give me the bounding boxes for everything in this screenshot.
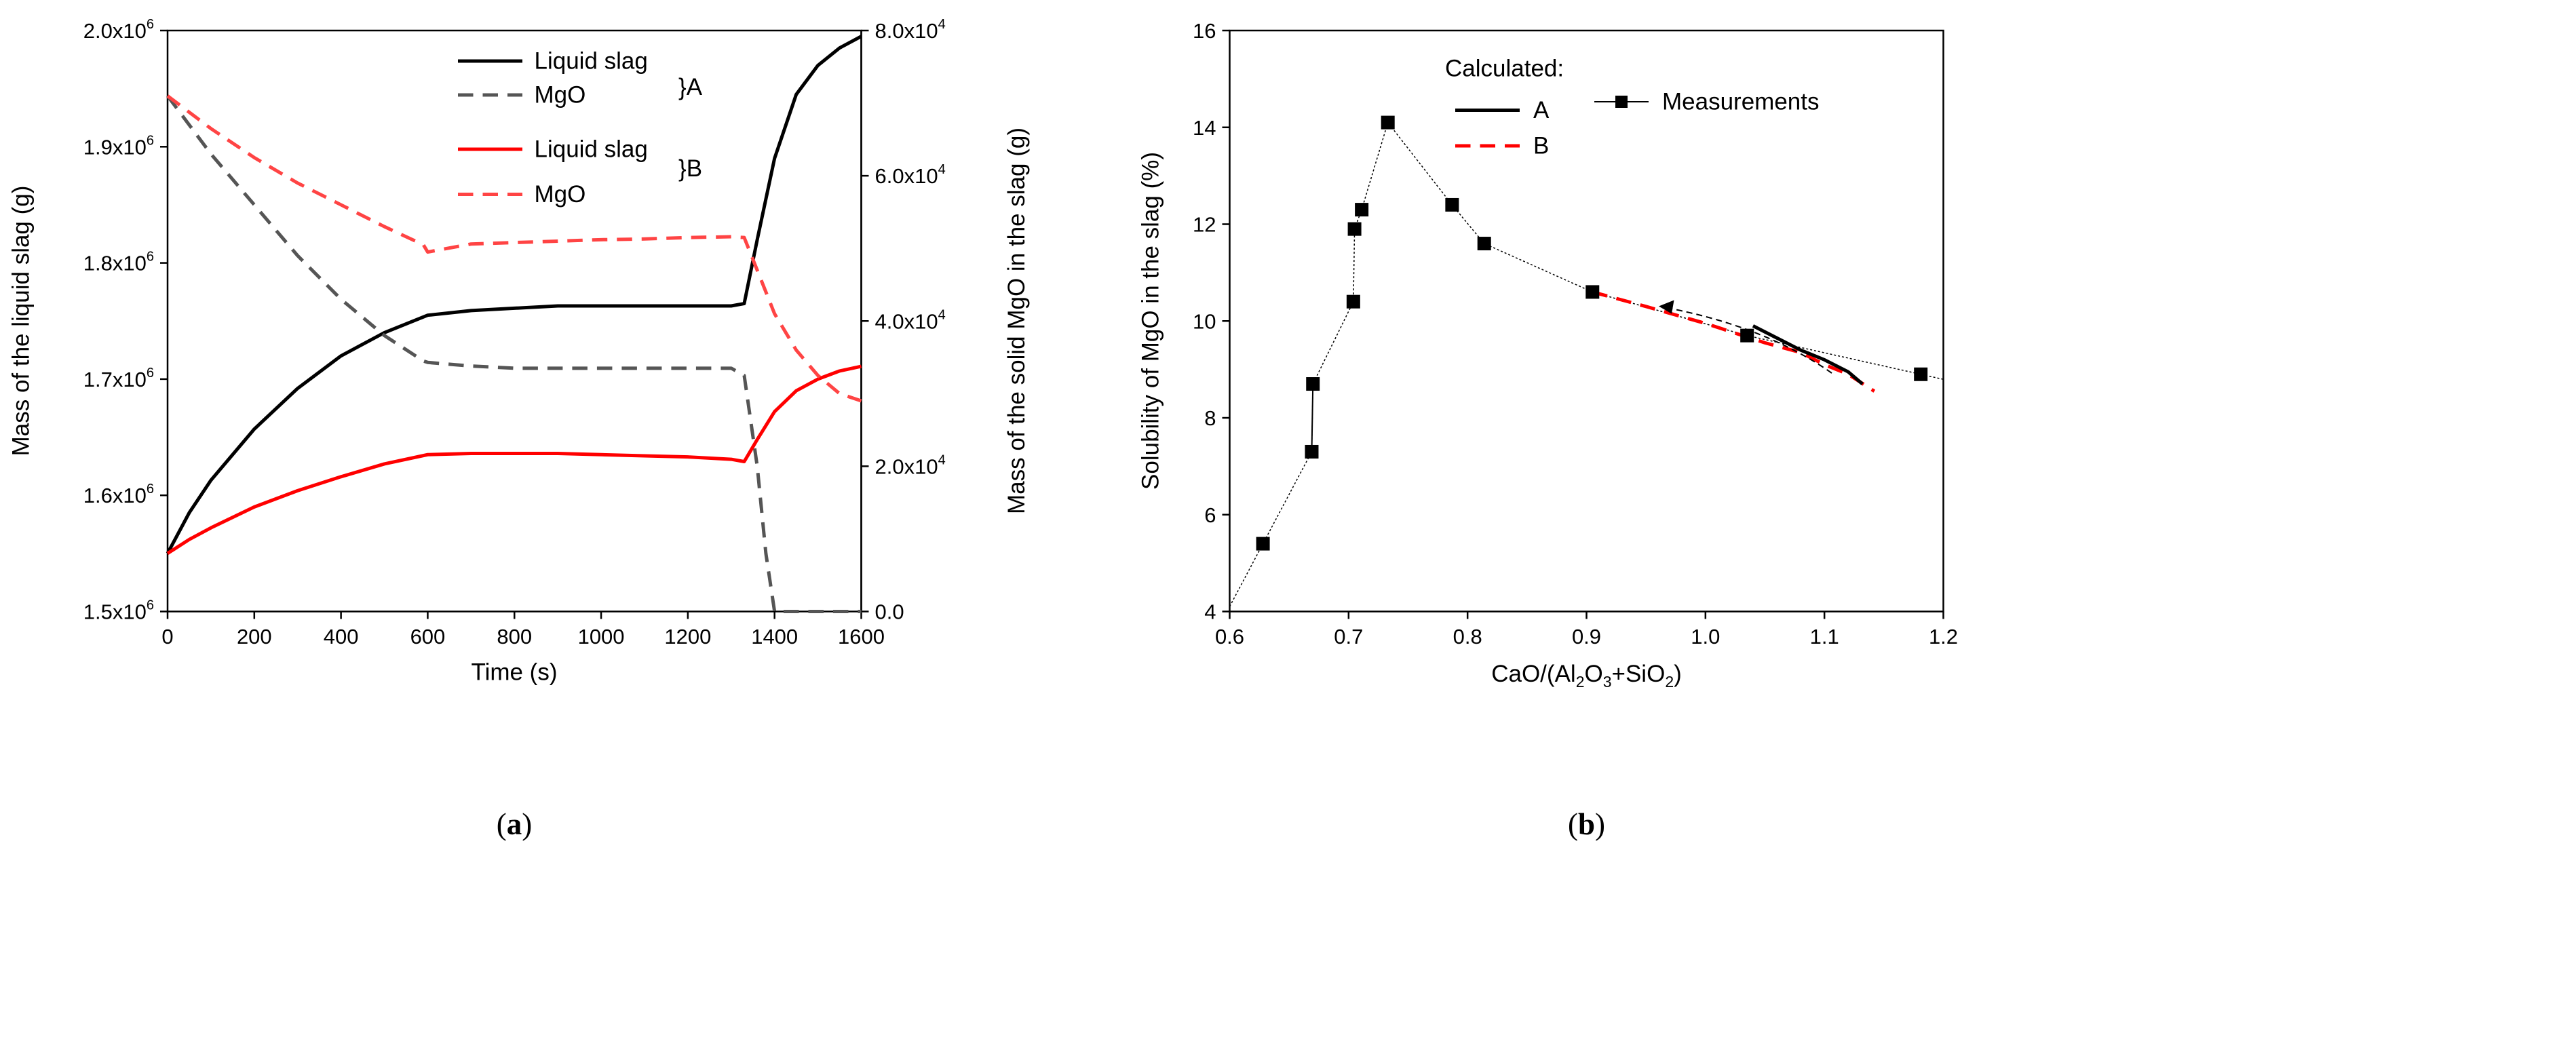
y-tick-label-b: 12 [1193, 213, 1216, 237]
x-tick-label-a: 0 [161, 625, 173, 648]
y-tick-label-a: 1.5x106 [83, 598, 154, 624]
x-tick-label-a: 1400 [751, 625, 798, 648]
legend-label-b-b: B [1533, 133, 1549, 159]
x-tick-label-b: 0.7 [1334, 625, 1363, 648]
measurement-point [1914, 367, 1928, 381]
y-tick-label-b: 10 [1193, 309, 1216, 333]
trend-arrowhead-b [1659, 300, 1674, 314]
x-ticks-b: 0.6 0.7 0.8 0.9 1.0 1.1 1.2 [1215, 611, 1958, 648]
measurement-point [1585, 285, 1600, 299]
measurement-point [1445, 197, 1459, 212]
x-tick-label-b: 0.9 [1572, 625, 1601, 648]
y2-axis-label-a: Mass of the solid MgO in the slag (g) [1003, 128, 1030, 514]
series-line-mgo-b [166, 94, 862, 403]
legend-a: Liquid slag MgO }A Liquid slag MgO }B [458, 48, 703, 208]
panel-b: 0.6 0.7 0.8 0.9 1.0 1.1 1.2 4 6 8 10 12 14 16 CaO/(A… [1138, 19, 1959, 691]
legend-b: Calculated: A B Measurements [1445, 56, 1819, 159]
legend-label-liquid-a: Liquid slag [535, 48, 648, 75]
measurement-point [1477, 237, 1491, 251]
measurement-point [1305, 444, 1319, 459]
trend-arrow-b [1661, 306, 1832, 374]
legend-title-b: Calculated: [1445, 56, 1564, 82]
x-tick-label-a: 1600 [838, 625, 885, 648]
series-line-b [1592, 290, 1876, 393]
y-tick-label-a: 1.9x106 [83, 133, 154, 159]
x-tick-label-b: 0.8 [1453, 625, 1482, 648]
panel-label-a: (a) [497, 807, 533, 841]
panel-label-b: (b) [1568, 807, 1605, 841]
y2-tick-label-a: 0.0 [875, 600, 904, 624]
plot-frame-a [166, 29, 862, 613]
y-ticks-b: 4 6 8 10 12 14 16 [1193, 19, 1230, 624]
y-tick-label-a: 1.6x106 [83, 482, 154, 507]
y-tick-label-b: 8 [1204, 406, 1216, 430]
y-tick-label-b: 14 [1193, 116, 1216, 140]
x-tick-label-a: 200 [237, 625, 272, 648]
series-segment-measurements [1311, 384, 1314, 452]
legend-label-measurements: Measurements [1662, 89, 1819, 115]
legend-label-mgo-b: MgO [535, 181, 586, 208]
legend-group-label-a: }A [678, 74, 703, 100]
y-axis-label-b: Solubility of MgO in the slag (%) [1138, 152, 1164, 490]
series-line-liquid-slag-a [166, 35, 862, 555]
legend-label-mgo-a: MgO [535, 82, 586, 109]
measurement-point [1355, 203, 1369, 217]
y-ticks-a: 1.5x106 1.6x106 1.7x106 1.8x106 1.9x106 2.0x1… [83, 17, 168, 624]
measurement-point [1347, 222, 1362, 236]
legend-group-label-b: }B [678, 155, 702, 182]
y2-tick-label-a: 8.0x104 [875, 17, 946, 43]
plot-frame-b [1229, 29, 1944, 613]
legend-label-a-b: A [1533, 97, 1550, 123]
y-tick-label-a: 2.0x106 [83, 17, 154, 43]
measurement-point [1256, 537, 1270, 551]
y2-ticks-a: 0.0 2.0x104 4.0x104 6.0x104 8.0x104 [861, 17, 946, 624]
legend-label-liquid-b: Liquid slag [535, 136, 648, 163]
y-tick-label-a: 1.8x106 [83, 250, 154, 275]
series-line-measurements [1229, 121, 1944, 607]
measurement-point [1740, 328, 1754, 343]
series-b [1229, 115, 1944, 607]
x-tick-label-b: 1.1 [1810, 625, 1839, 648]
y2-tick-label-a: 4.0x104 [875, 307, 946, 333]
x-ticks-a: 0 200 400 600 800 1000 1200 1400 1600 [161, 611, 885, 648]
x-tick-label-b: 1.0 [1691, 625, 1720, 648]
measurement-point [1346, 294, 1360, 309]
y2-tick-label-a: 2.0x104 [875, 452, 946, 478]
y-tick-label-a: 1.7x106 [83, 366, 154, 391]
x-tick-label-a: 1200 [664, 625, 711, 648]
legend-marker-measurements [1615, 96, 1628, 108]
x-tick-label-a: 400 [324, 625, 359, 648]
y-tick-label-b: 4 [1204, 600, 1216, 624]
measurement-point [1381, 115, 1395, 130]
y-axis-label-a: Mass of the liquid slag (g) [8, 186, 35, 457]
series-line-liquid-slag-b [166, 364, 862, 555]
x-axis-label-a: Time (s) [471, 659, 557, 686]
x-tick-label-b: 0.6 [1215, 625, 1244, 648]
panel-a: 0 200 400 600 800 1000 1200 1400 1600 1.5x106 1.6… [8, 17, 1031, 686]
y-tick-label-b: 6 [1204, 503, 1216, 527]
y2-tick-label-a: 6.0x104 [875, 162, 946, 188]
series-a [166, 35, 862, 613]
measurement-point [1306, 377, 1320, 391]
x-tick-label-a: 800 [497, 625, 532, 648]
series-line-a [1752, 324, 1864, 385]
series-line-mgo-a [166, 94, 862, 613]
x-tick-label-a: 1000 [578, 625, 625, 648]
y-tick-label-b: 16 [1193, 19, 1216, 43]
x-tick-label-a: 600 [410, 625, 446, 648]
x-tick-label-b: 1.2 [1929, 625, 1958, 648]
x-axis-label-b: CaO/(Al2O3+SiO2) [1491, 661, 1682, 691]
